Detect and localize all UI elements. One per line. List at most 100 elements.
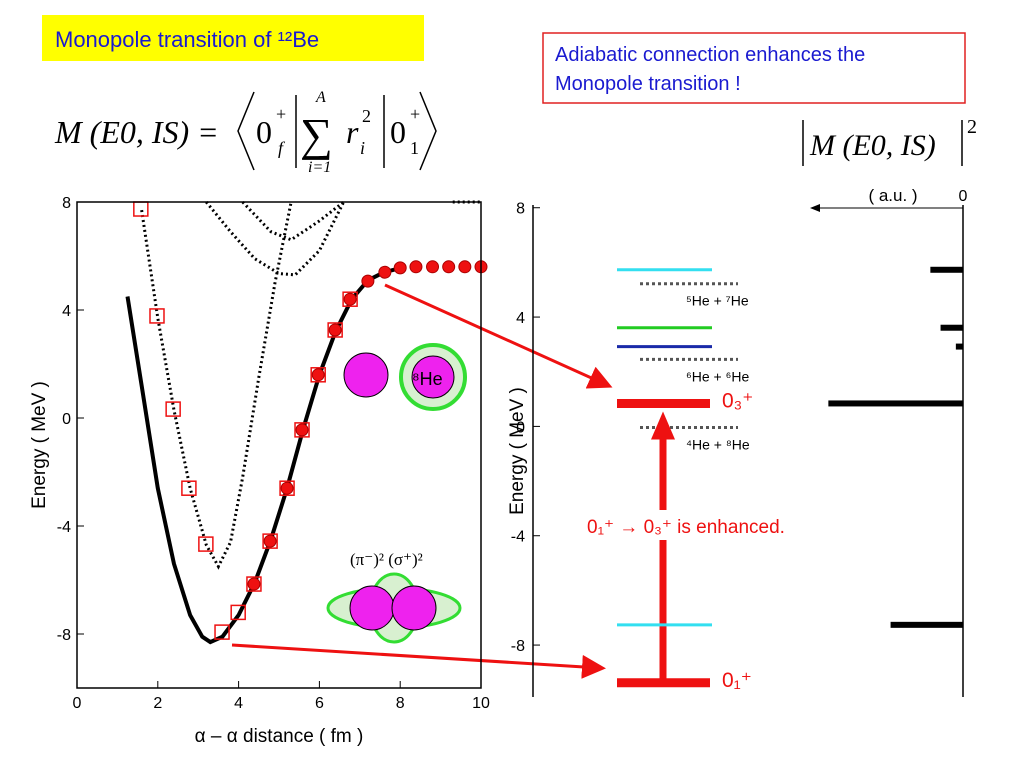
square-marker — [198, 536, 214, 552]
square-marker — [246, 576, 262, 592]
y-axis-label: Energy ( MeV ) — [507, 387, 528, 515]
curve — [241, 200, 345, 242]
bracket — [237, 91, 255, 171]
square-marker — [294, 422, 310, 438]
y-tick-label: 8 — [516, 201, 525, 218]
square-marker — [133, 201, 149, 217]
y-tick-label: 0 — [516, 419, 525, 436]
circle-marker — [426, 260, 440, 274]
curve — [125, 266, 401, 645]
formula-bra: 0 — [256, 114, 272, 150]
title-box — [42, 15, 424, 61]
y-tick-label: 4 — [62, 303, 71, 320]
formula-ket-sup: + — [410, 104, 420, 124]
circle-marker — [280, 481, 294, 495]
square-marker — [279, 480, 295, 496]
y-tick-label: -8 — [57, 627, 71, 644]
formula-bra-sup: + — [276, 104, 286, 124]
note-line: Adiabatic connection enhances the — [555, 44, 865, 66]
annotation: 0₁⁺ → 0₃⁺ is enhanced. — [587, 517, 785, 538]
square-marker — [181, 480, 197, 496]
square-marker — [342, 291, 358, 307]
x-axis-label: α – α distance ( fm ) — [195, 726, 364, 747]
potential-chart: 0 2 4 6 8 10 -8 -4 0 4 8 α – α distance ( fm ) Energ… — [29, 195, 490, 747]
y-tick-label: -8 — [511, 638, 525, 655]
x-axis-arrowhead — [810, 204, 820, 212]
square-marker — [327, 322, 343, 338]
bar — [890, 621, 963, 628]
annotation-bg — [583, 510, 845, 540]
bar — [955, 343, 963, 350]
cluster-icon — [411, 355, 455, 399]
x-axis-label: ( a.u. ) — [868, 186, 917, 205]
formula: M (E0, IS) = 0 + f ∑ A i=1 r i 2 0 + 1 — [54, 89, 437, 176]
formula-op: r — [346, 114, 359, 150]
x-tick-label: 0 — [959, 188, 968, 205]
y-tick-label: -4 — [57, 519, 71, 536]
y-tick-label: 4 — [516, 310, 525, 327]
curve — [205, 201, 345, 277]
circle-marker — [343, 292, 357, 306]
y-tick-label: -4 — [511, 529, 525, 546]
formula-sum-bottom: i=1 — [308, 159, 331, 176]
square-marker — [230, 604, 246, 621]
circle-marker — [295, 423, 309, 437]
formula-bra-sub: f — [278, 138, 286, 158]
circle-marker — [378, 265, 392, 279]
threshold-label: ⁶He + ⁶He — [686, 368, 749, 384]
x-tick-label: 4 — [234, 695, 243, 712]
formula-ket-sub: 1 — [410, 138, 419, 158]
square-marker — [165, 401, 181, 417]
square-marker — [214, 624, 230, 640]
strength-title-sup: 2 — [967, 116, 977, 138]
bar — [930, 266, 963, 273]
strength-chart: 0 ( a.u. ) — [810, 186, 968, 697]
x-tick-label: 2 — [153, 695, 162, 712]
x-tick-label: 10 — [472, 695, 490, 712]
square-marker — [310, 367, 326, 383]
link-arrow — [384, 283, 613, 389]
level-label: 0₁⁺ — [722, 669, 752, 692]
strength-title: M (E0, IS) — [809, 129, 936, 162]
level-chart: -8 -4 0 4 8 Energy ( MeV ) ⁵He + ⁷He ⁶He + ⁶He ⁴… — [507, 201, 845, 697]
cluster-icon — [343, 352, 389, 398]
formula-op-sup: 2 — [362, 106, 371, 126]
y-tick-label: 0 — [62, 411, 71, 428]
circle-marker — [311, 368, 325, 382]
formula-sum-top: A — [315, 89, 326, 106]
circle-marker — [393, 261, 407, 275]
circle-marker — [458, 260, 472, 274]
circle-marker — [263, 534, 277, 548]
x-tick-label: 8 — [396, 695, 405, 712]
formula-sum: ∑ — [300, 109, 333, 160]
curve — [140, 201, 293, 570]
threshold-label: ⁴He + ⁸He — [686, 436, 750, 452]
transition-arrowhead — [651, 411, 675, 440]
bar — [828, 400, 963, 407]
bracket — [419, 91, 437, 171]
circle-marker — [328, 323, 342, 337]
cluster-label: ⁸He — [412, 369, 443, 389]
circle-marker — [409, 260, 423, 274]
slide-title: Monopole transition of ¹²Be — [55, 27, 319, 52]
y-tick-label: 8 — [62, 195, 71, 212]
threshold-label: ⁵He + ⁷He — [686, 293, 749, 309]
level-label: 0₃⁺ — [722, 389, 753, 412]
plot-frame — [76, 201, 482, 689]
bar — [940, 324, 963, 331]
cluster-icon — [391, 585, 437, 631]
circle-marker — [361, 274, 375, 288]
cluster-icon — [349, 585, 395, 631]
formula-op-sub: i — [360, 138, 365, 158]
note-box — [542, 32, 966, 104]
cluster-label: (π⁻)² (σ⁺)² — [350, 550, 423, 569]
formula-ket: 0 — [390, 114, 406, 150]
formula-lhs: M (E0, IS) = — [54, 114, 219, 150]
circle-marker — [247, 577, 261, 591]
square-marker — [262, 533, 278, 549]
x-tick-label: 0 — [73, 695, 82, 712]
x-tick-label: 6 — [315, 695, 324, 712]
note-line: Monopole transition ! — [555, 73, 741, 95]
